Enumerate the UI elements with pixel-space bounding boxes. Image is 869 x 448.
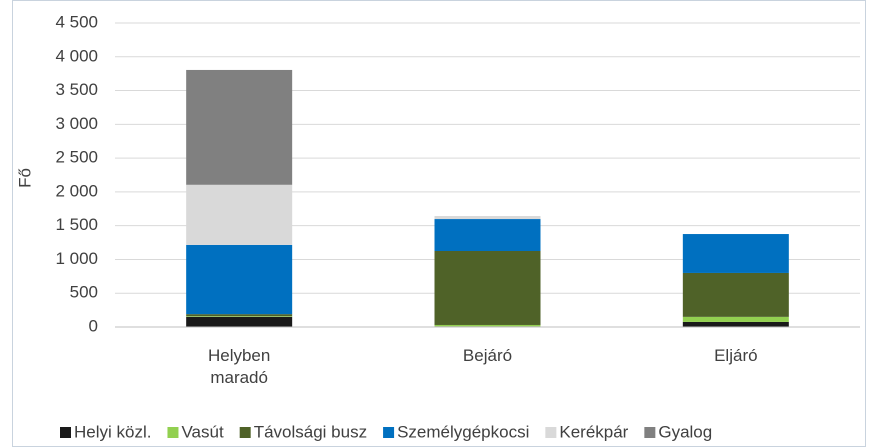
legend-label: Gyalog — [658, 422, 712, 441]
bar-segment — [434, 251, 541, 325]
bar-segment — [186, 316, 293, 317]
bar-segment — [434, 219, 541, 251]
bar-segment — [186, 69, 293, 185]
legend-swatch — [644, 427, 656, 438]
bar-segment — [682, 272, 789, 317]
legend-swatch — [239, 427, 251, 438]
x-tick-label: Eljáró — [714, 346, 758, 365]
y-tick-label: 1 000 — [55, 249, 98, 268]
bar-segment — [186, 314, 293, 317]
bar-segment — [186, 184, 293, 245]
y-axis-label: Fő — [15, 168, 34, 188]
legend-swatch — [545, 427, 557, 438]
x-tick-label: Bejáró — [462, 346, 513, 365]
y-tick-label: 3 000 — [55, 114, 98, 133]
bar-segment — [186, 316, 293, 327]
y-tick-label: 4 000 — [55, 46, 98, 65]
bar-segment — [434, 324, 541, 327]
legend-label: Vasút — [181, 422, 223, 441]
bar-segment — [682, 321, 789, 327]
legend-label: Helyi közl. — [74, 422, 151, 441]
bar-segment — [434, 216, 541, 220]
y-tick-label: 500 — [70, 283, 98, 302]
y-tick-label: 2 000 — [55, 181, 98, 200]
y-tick-label: 3 500 — [55, 80, 98, 99]
y-tick-label: 2 500 — [55, 148, 98, 167]
bar-segment — [186, 244, 293, 315]
y-tick-label: 4 500 — [55, 12, 98, 31]
x-tick-label: Helyben maradó — [207, 346, 271, 387]
legend-label: Személygépkocsi — [397, 422, 529, 441]
legend-label: Kerékpár — [559, 422, 628, 441]
legend-swatch — [383, 427, 395, 438]
legend-label: Távolsági busz — [254, 422, 367, 441]
y-tick-label: 0 — [89, 316, 98, 335]
legend-swatch — [60, 427, 71, 438]
bar-segment — [682, 316, 789, 322]
bar-segment — [682, 234, 789, 273]
y-tick-label: 1 500 — [55, 215, 98, 234]
legend-swatch — [167, 427, 179, 438]
